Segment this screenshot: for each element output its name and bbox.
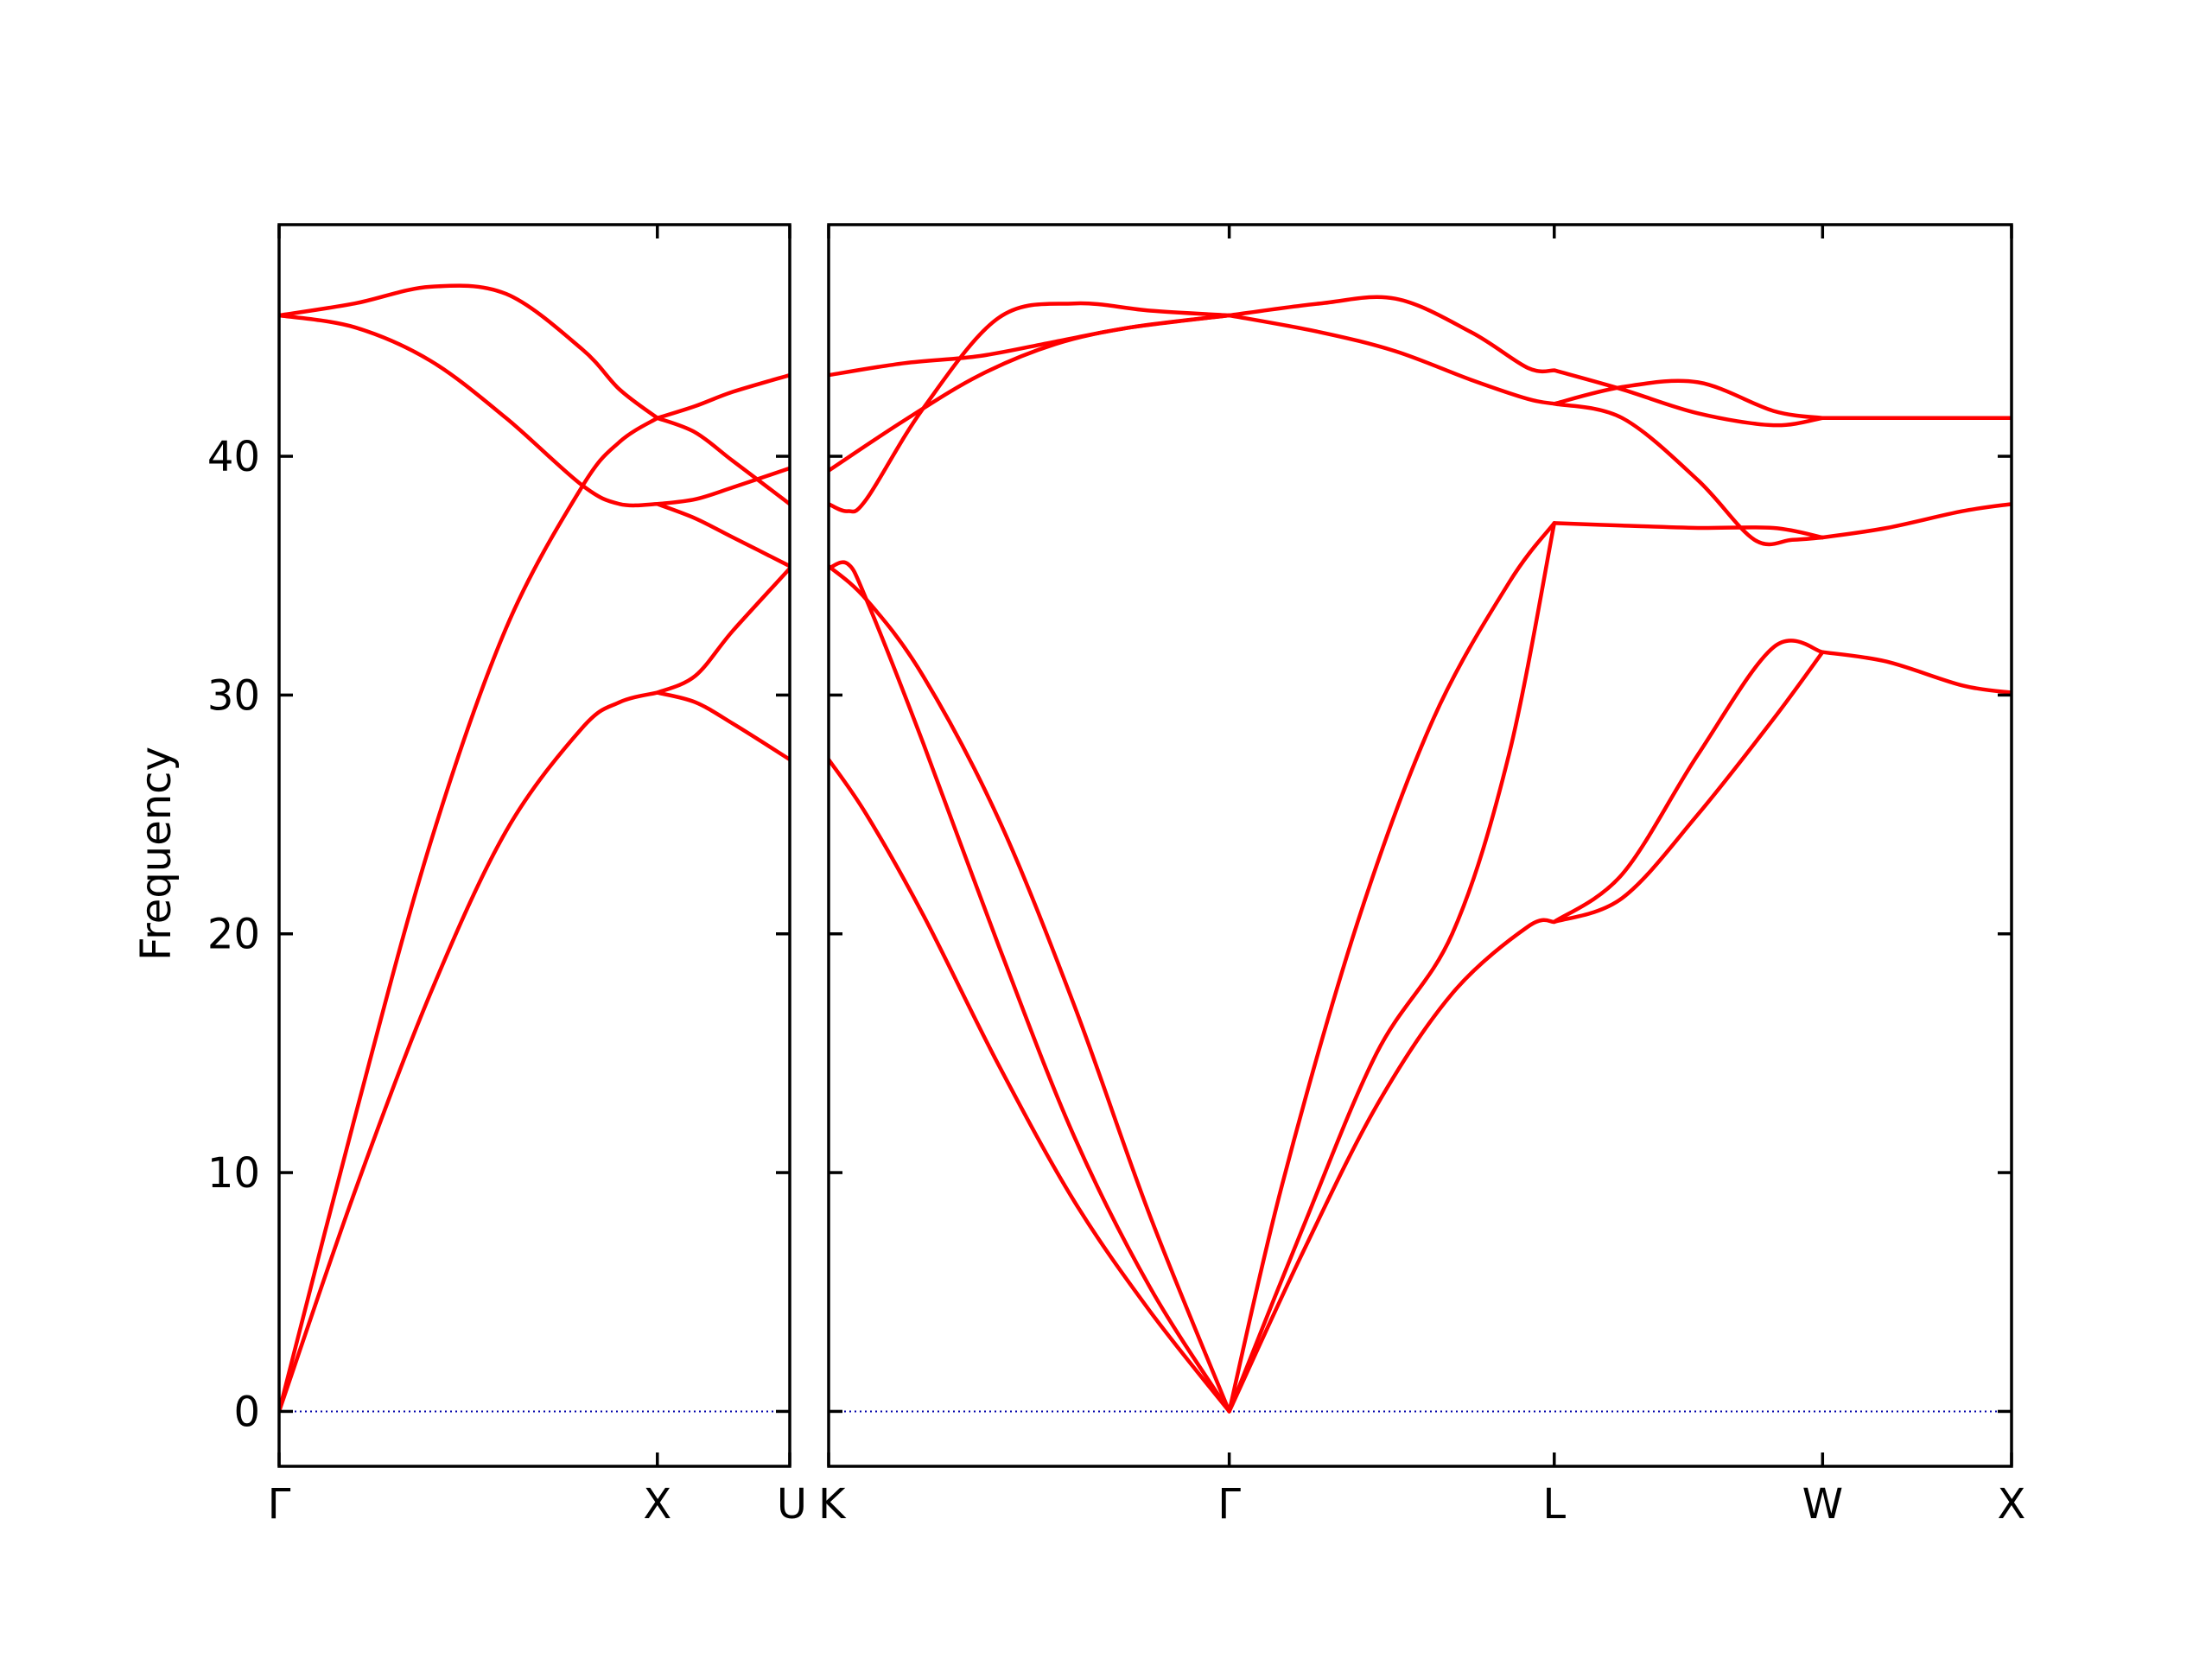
band-line-left-8 <box>655 466 790 506</box>
y-tick-label: 10 <box>207 1149 260 1198</box>
y-tick-label: 0 <box>233 1388 260 1436</box>
band-line-right-2 <box>829 560 1231 1414</box>
plot-frame-right <box>827 223 2013 1468</box>
x-tick-label-U: U <box>777 1480 807 1529</box>
band-line-right-16 <box>829 313 1231 473</box>
band-line-left-2 <box>279 416 660 1414</box>
x-tick-label-L: L <box>1542 1480 1566 1529</box>
y-tick-label: 40 <box>207 433 260 481</box>
band-line-right-5 <box>1227 918 1557 1414</box>
x-tick-label-K: K <box>818 1480 847 1529</box>
band-line-right-15 <box>1821 650 2012 695</box>
band-line-right-20 <box>1227 313 1557 406</box>
band-line-right-17 <box>829 313 1231 378</box>
band-line-right-11 <box>1552 378 1825 421</box>
x-tick-label-Γ: Γ <box>1217 1480 1241 1529</box>
plot-frame-left <box>277 223 791 1468</box>
left-panel: 0 10 20 30 40 Γ X U <box>207 223 807 1529</box>
y-axis-title: Frequency <box>132 747 181 961</box>
x-tick-label-W: W <box>1802 1480 1843 1529</box>
band-line-right-19 <box>1227 295 1557 374</box>
band-line-left-9 <box>655 416 790 506</box>
band-line-right-7 <box>1552 521 1825 540</box>
band-line-left-3 <box>279 313 660 508</box>
band-line-right-1 <box>829 757 1231 1414</box>
x-tick-label-X: X <box>1998 1480 2026 1529</box>
band-line-left-5 <box>655 566 790 695</box>
band-line-right-12 <box>1552 368 1825 428</box>
x-tick-label-Γ: Γ <box>268 1480 291 1529</box>
band-line-right-10 <box>1552 402 1825 547</box>
y-tick-label: 20 <box>207 911 260 959</box>
band-line-left-4 <box>279 283 660 421</box>
band-line-left-7 <box>655 502 790 569</box>
band-line-left-1 <box>279 690 660 1414</box>
band-line-right-9 <box>1552 650 1825 925</box>
band-line-left-6 <box>655 690 790 762</box>
band-line-right-3 <box>829 563 1231 1414</box>
band-line-right-4 <box>1227 521 1557 1414</box>
band-line-right-18 <box>829 301 1231 514</box>
band-line-right-14 <box>1821 502 2012 540</box>
x-tick-label-X: X <box>643 1480 671 1529</box>
band-line-right-6 <box>1227 521 1557 1414</box>
band-line-right-8 <box>1552 639 1825 925</box>
y-tick-label: 30 <box>207 671 260 720</box>
band-line-left-10 <box>655 372 790 421</box>
